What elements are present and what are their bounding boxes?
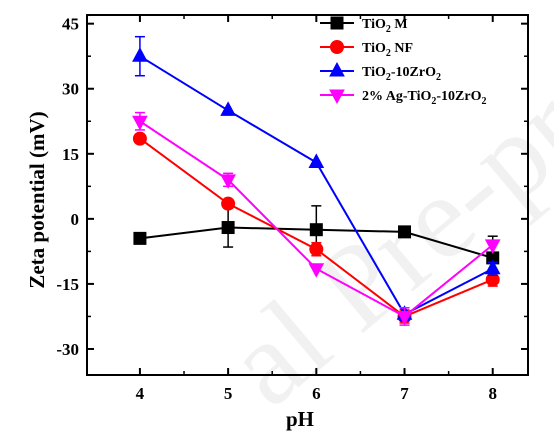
legend-label-part: 2: [431, 96, 436, 107]
legend-label: TiO2 M: [362, 17, 408, 35]
legend-label: 2% Ag-TiO2-10ZrO2: [362, 89, 486, 107]
data-point: [398, 225, 412, 239]
data-point: [308, 153, 325, 168]
data-point: [132, 115, 148, 131]
x-tick-label: 8: [488, 384, 497, 403]
data-point: [309, 242, 324, 257]
legend-label-part: M: [391, 17, 408, 32]
data-point: [484, 239, 501, 254]
x-tick-label: 6: [312, 384, 321, 403]
y-tick-label: 0: [71, 210, 80, 229]
legend-label-part: -10ZrO: [391, 65, 436, 80]
y-tick-label: -15: [56, 275, 79, 294]
data-point: [221, 196, 236, 211]
legend-label-part: 2: [481, 96, 486, 107]
y-tick-label: 15: [62, 145, 79, 164]
data-point: [396, 310, 413, 326]
x-tick-label: 4: [136, 384, 145, 403]
series-2: [132, 35, 501, 322]
x-tick-label: 5: [224, 384, 233, 403]
data-point: [220, 174, 236, 189]
legend-label-part: 2: [386, 48, 391, 59]
legend-label-part: 2: [386, 24, 391, 35]
data-point: [309, 223, 323, 237]
data-point: [484, 259, 501, 275]
series-layer: [132, 35, 501, 326]
plot-frame: [86, 14, 529, 376]
legend-label-part: 2: [436, 72, 441, 83]
legend-item-0: TiO2 M: [320, 16, 408, 35]
legend-label-part: 2% Ag-TiO: [362, 89, 431, 104]
data-point: [221, 221, 235, 235]
legend-item-2: TiO2-10ZrO2: [320, 61, 441, 83]
legend-item-3: 2% Ag-TiO2-10ZrO2: [320, 89, 486, 107]
y-axis-title: Zeta potential (mV): [25, 111, 49, 288]
legend-label: TiO2-10ZrO2: [362, 65, 441, 83]
legend-marker: [330, 16, 344, 30]
y-tick-label: 30: [62, 80, 79, 99]
data-point: [132, 47, 148, 62]
data-point: [133, 231, 147, 245]
data-point: [132, 131, 147, 146]
legend-item-1: TiO2 NF: [320, 40, 413, 59]
y-axis: -30 -15 0 15 30 45: [56, 15, 528, 359]
x-axis-title: pH: [286, 407, 314, 431]
legend-label-part: TiO: [362, 17, 386, 32]
legend-label-part: -10ZrO: [436, 89, 481, 104]
legend-label-part: NF: [391, 41, 413, 56]
legend-marker: [330, 40, 344, 54]
legend-label-part: TiO: [362, 65, 386, 80]
legend-label: TiO2 NF: [362, 41, 413, 59]
legend-marker: [329, 61, 345, 77]
legend-label-part: TiO: [362, 41, 386, 56]
legend-marker: [329, 89, 345, 105]
x-tick-label: 7: [400, 384, 409, 403]
data-point: [220, 101, 236, 116]
y-tick-label: -30: [56, 340, 79, 359]
series-3: [132, 111, 501, 326]
legend-label-part: 2: [386, 72, 391, 83]
x-axis: 4 5 6 7 8: [136, 15, 497, 403]
data-point: [308, 263, 325, 278]
y-tick-label: 45: [62, 15, 79, 34]
